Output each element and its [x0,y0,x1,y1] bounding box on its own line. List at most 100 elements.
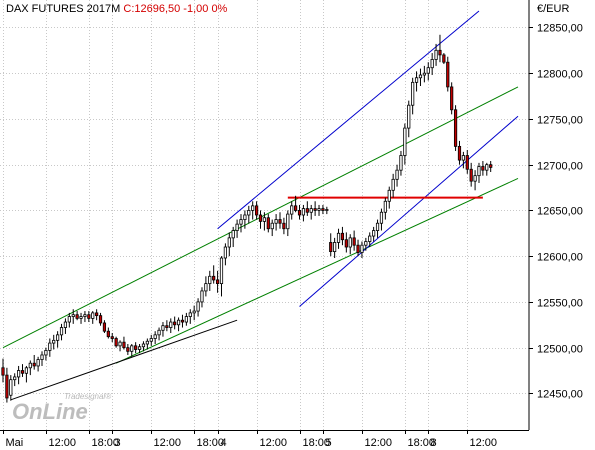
tradesignal-watermark: Tradesignal® OnLine [12,392,111,424]
candle-body [165,325,169,328]
x-tick-label: 12:00 [49,437,77,449]
candle-body [375,222,380,231]
candle-body [13,376,17,381]
candle-body [145,340,149,345]
y-tick-label: 12800,00 [537,69,583,81]
candle-body [196,301,200,312]
x-tick-label: 18:00 [303,437,331,449]
candle-body [489,164,493,168]
candle-body [188,312,192,317]
candle-body [317,208,321,211]
candle-body [71,314,75,317]
y-tick-label: 12550,00 [537,298,583,310]
grid-lines [0,0,529,430]
instrument-title: DAX FUTURES 2017M [6,3,121,15]
candle-body [266,217,270,230]
candle-body [239,219,243,225]
candle-body [247,210,251,216]
candle-body [399,155,403,171]
candle-body [24,367,29,374]
candle-body [457,145,462,161]
candle-body [212,275,216,281]
x-tick-label: 18:00 [408,437,436,449]
candle-body [325,209,329,211]
candle-body [231,230,235,239]
x-tick-label: 12:00 [365,437,393,449]
candle-body [477,166,481,177]
x-tick-label: 18:00 [92,437,120,449]
candle-body [126,347,130,352]
candle-body [453,109,458,147]
candle-body [102,322,107,332]
candle-body [356,244,360,253]
candle-body [403,127,407,156]
candle-body [387,189,391,202]
candle-body [258,214,263,222]
unit-label: €/EUR [537,3,570,15]
candle-body [450,86,454,111]
candle-body [411,81,415,106]
x-tick-label: 12:00 [154,437,182,449]
x-tick-label: 8 [431,437,437,449]
candle-body [383,200,387,213]
x-tick-label: 12:00 [470,437,498,449]
y-tick-label: 12450,00 [537,389,583,401]
candle-body [180,319,185,323]
candle-body [333,242,337,252]
candle-body [340,232,345,241]
watermark-small-text: Tradesignal® [64,392,111,401]
candle-body [278,219,282,224]
candle-body [297,210,302,216]
y-tick-label: 12500,00 [537,344,583,356]
candle-body [227,237,231,248]
candle-body [391,178,395,191]
candle-body [395,169,399,180]
candles [1,34,493,403]
candle-body [434,49,438,60]
y-tick-label: 12750,00 [537,115,583,127]
candle-body [52,339,56,344]
candle-body [204,283,208,292]
x-tick-label: Mai [6,437,24,449]
candle-body [1,367,5,376]
candle-body [98,315,103,324]
candle-body [352,237,356,246]
candle-body [153,334,157,339]
candle-body [75,314,79,319]
price-change: C:12696,50 -1,00 0% [123,3,228,15]
candle-body [329,242,333,252]
candle-body [95,312,99,317]
candle-body [141,343,146,348]
candle-body [481,166,485,171]
candle-body [286,213,290,230]
candle-body [309,208,313,213]
candle-body [243,214,247,220]
candle-body [446,61,450,88]
candle-body [40,354,44,360]
candle-body [290,205,294,215]
candle-body [422,72,426,76]
candle-body [9,379,13,396]
candle-body [485,164,489,171]
blue-channel-upper [217,10,480,230]
candle-body [122,341,126,349]
chart-header: DAX FUTURES 2017M C:12696,50 -1,00 0% [6,3,227,15]
candle-body [161,325,165,331]
candle-body [106,330,110,338]
candle-body [192,310,196,314]
candle-body [430,59,434,69]
candle-body [87,314,91,319]
candle-body [173,321,177,326]
candle-body [223,246,227,259]
candle-body [321,208,325,211]
candle-body [28,362,32,369]
candle-body [134,345,138,350]
candle-body [469,168,473,182]
y-tick-label: 12600,00 [537,252,583,264]
candle-body [130,345,134,352]
candle-body [5,374,9,399]
candle-body [294,205,298,211]
candle-body [59,327,64,336]
black-trendline [10,319,238,401]
